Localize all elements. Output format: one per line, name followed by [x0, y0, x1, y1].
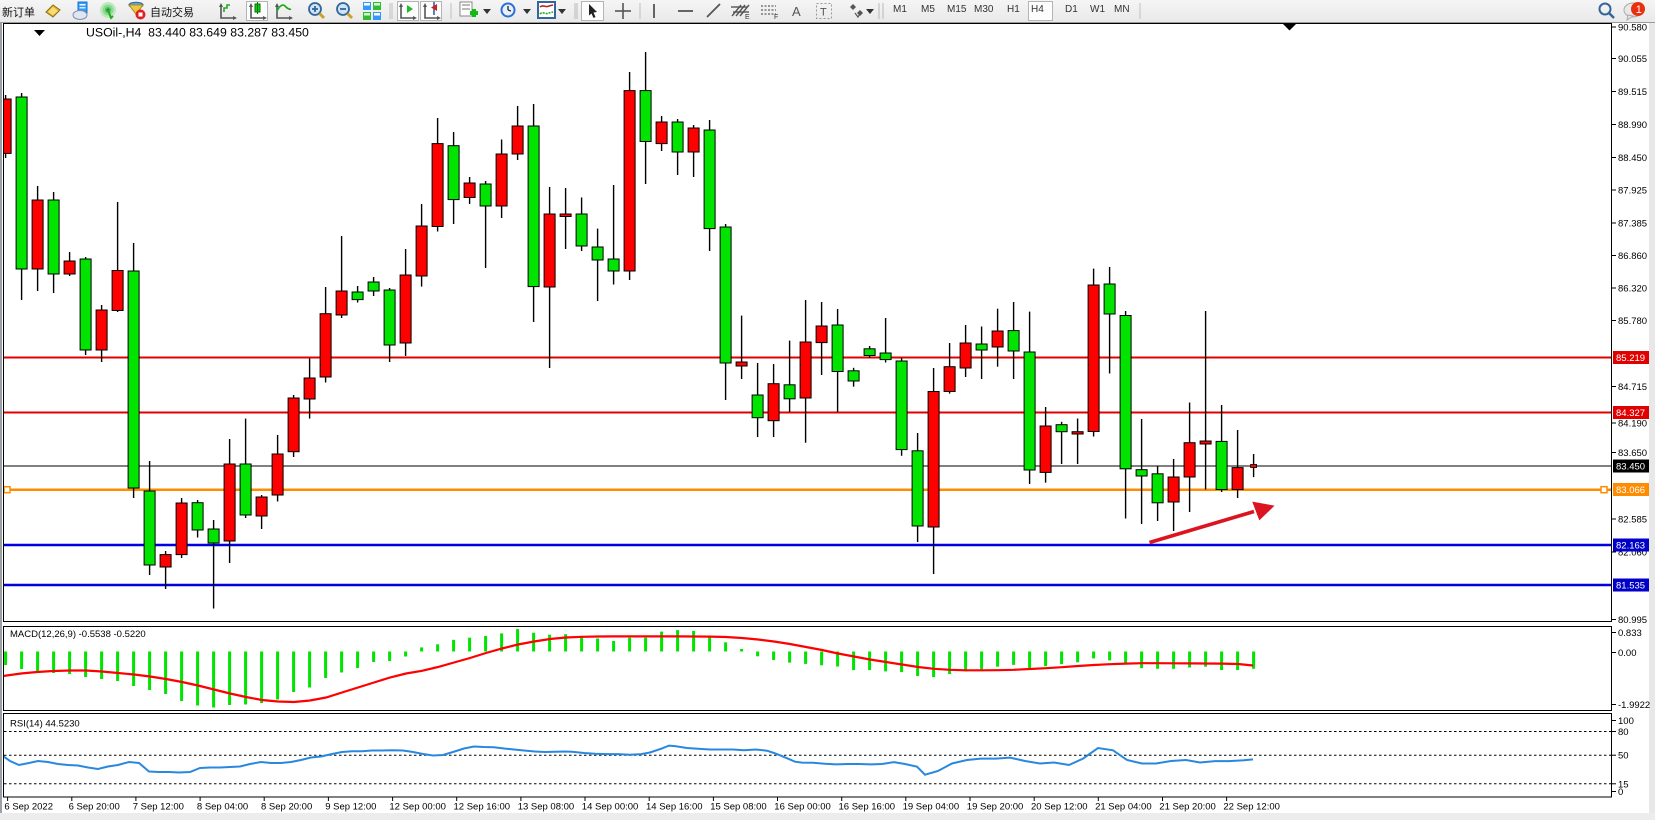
svg-text:90.055: 90.055 — [1618, 54, 1647, 65]
svg-text:81.535: 81.535 — [1616, 581, 1645, 592]
svg-text:A: A — [792, 4, 801, 19]
svg-text:12 Sep 00:00: 12 Sep 00:00 — [389, 802, 446, 813]
svg-text:6 Sep 20:00: 6 Sep 20:00 — [69, 802, 120, 813]
svg-text:80: 80 — [1618, 727, 1629, 738]
svg-text:E: E — [745, 14, 750, 21]
svg-text:19 Sep 20:00: 19 Sep 20:00 — [967, 802, 1024, 813]
svg-text:F: F — [774, 14, 778, 21]
svg-text:0.00: 0.00 — [1618, 648, 1637, 659]
svg-text:84.715: 84.715 — [1618, 382, 1647, 393]
svg-text:16 Sep 16:00: 16 Sep 16:00 — [839, 802, 896, 813]
svg-text:80.995: 80.995 — [1618, 615, 1647, 626]
svg-text:100: 100 — [1618, 716, 1634, 727]
svg-text:16 Sep 00:00: 16 Sep 00:00 — [774, 802, 831, 813]
svg-text:13 Sep 08:00: 13 Sep 08:00 — [518, 802, 575, 813]
svg-text:14 Sep 16:00: 14 Sep 16:00 — [646, 802, 703, 813]
svg-text:7 Sep 12:00: 7 Sep 12:00 — [133, 802, 184, 813]
svg-text:12 Sep 16:00: 12 Sep 16:00 — [454, 802, 511, 813]
svg-text:88.450: 88.450 — [1618, 153, 1647, 164]
svg-text:88.990: 88.990 — [1618, 120, 1647, 131]
svg-text:50: 50 — [1618, 751, 1629, 762]
svg-text:14 Sep 00:00: 14 Sep 00:00 — [582, 802, 639, 813]
svg-text:T: T — [820, 7, 827, 19]
svg-text:82.060: 82.060 — [1618, 548, 1647, 559]
svg-text:86.860: 86.860 — [1618, 251, 1647, 262]
svg-text:-1.9922: -1.9922 — [1618, 700, 1650, 711]
svg-text:9 Sep 12:00: 9 Sep 12:00 — [325, 802, 376, 813]
svg-text:85.219: 85.219 — [1616, 353, 1645, 364]
svg-text:90.580: 90.580 — [1618, 23, 1647, 34]
svg-text:0.833: 0.833 — [1618, 628, 1642, 639]
svg-text:89.515: 89.515 — [1618, 87, 1647, 98]
svg-text:21 Sep 20:00: 21 Sep 20:00 — [1159, 802, 1216, 813]
svg-text:8 Sep 04:00: 8 Sep 04:00 — [197, 802, 248, 813]
svg-text:22 Sep 12:00: 22 Sep 12:00 — [1223, 802, 1280, 813]
svg-text:RSI(14) 44.5230: RSI(14) 44.5230 — [10, 719, 80, 730]
svg-text:82.163: 82.163 — [1616, 541, 1645, 552]
svg-text:84.190: 84.190 — [1618, 419, 1647, 430]
svg-text:6 Sep 2022: 6 Sep 2022 — [4, 802, 53, 813]
svg-text:USOil-,H4 83.440 83.649 83.28: USOil-,H4 83.440 83.649 83.287 83.450 — [86, 26, 309, 40]
svg-text:21 Sep 04:00: 21 Sep 04:00 — [1095, 802, 1152, 813]
svg-text:15: 15 — [1618, 779, 1629, 790]
svg-text:1: 1 — [1636, 4, 1642, 16]
svg-text:83.450: 83.450 — [1616, 462, 1645, 473]
svg-text:87.385: 87.385 — [1618, 219, 1647, 230]
svg-text:83.066: 83.066 — [1616, 485, 1645, 496]
svg-text:85.780: 85.780 — [1618, 316, 1647, 327]
svg-text:15 Sep 08:00: 15 Sep 08:00 — [710, 802, 767, 813]
svg-text:19 Sep 04:00: 19 Sep 04:00 — [903, 802, 960, 813]
svg-text:86.320: 86.320 — [1618, 284, 1647, 295]
svg-text:0: 0 — [1618, 787, 1623, 798]
svg-text:83.650: 83.650 — [1618, 448, 1647, 459]
svg-text:8 Sep 20:00: 8 Sep 20:00 — [261, 802, 312, 813]
svg-text:MACD(12,26,9) -0.5538 -0.5220: MACD(12,26,9) -0.5538 -0.5220 — [10, 629, 146, 640]
svg-text:84.327: 84.327 — [1616, 408, 1645, 419]
svg-text:87.925: 87.925 — [1618, 186, 1647, 197]
svg-text:82.585: 82.585 — [1618, 515, 1647, 526]
svg-text:20 Sep 12:00: 20 Sep 12:00 — [1031, 802, 1088, 813]
